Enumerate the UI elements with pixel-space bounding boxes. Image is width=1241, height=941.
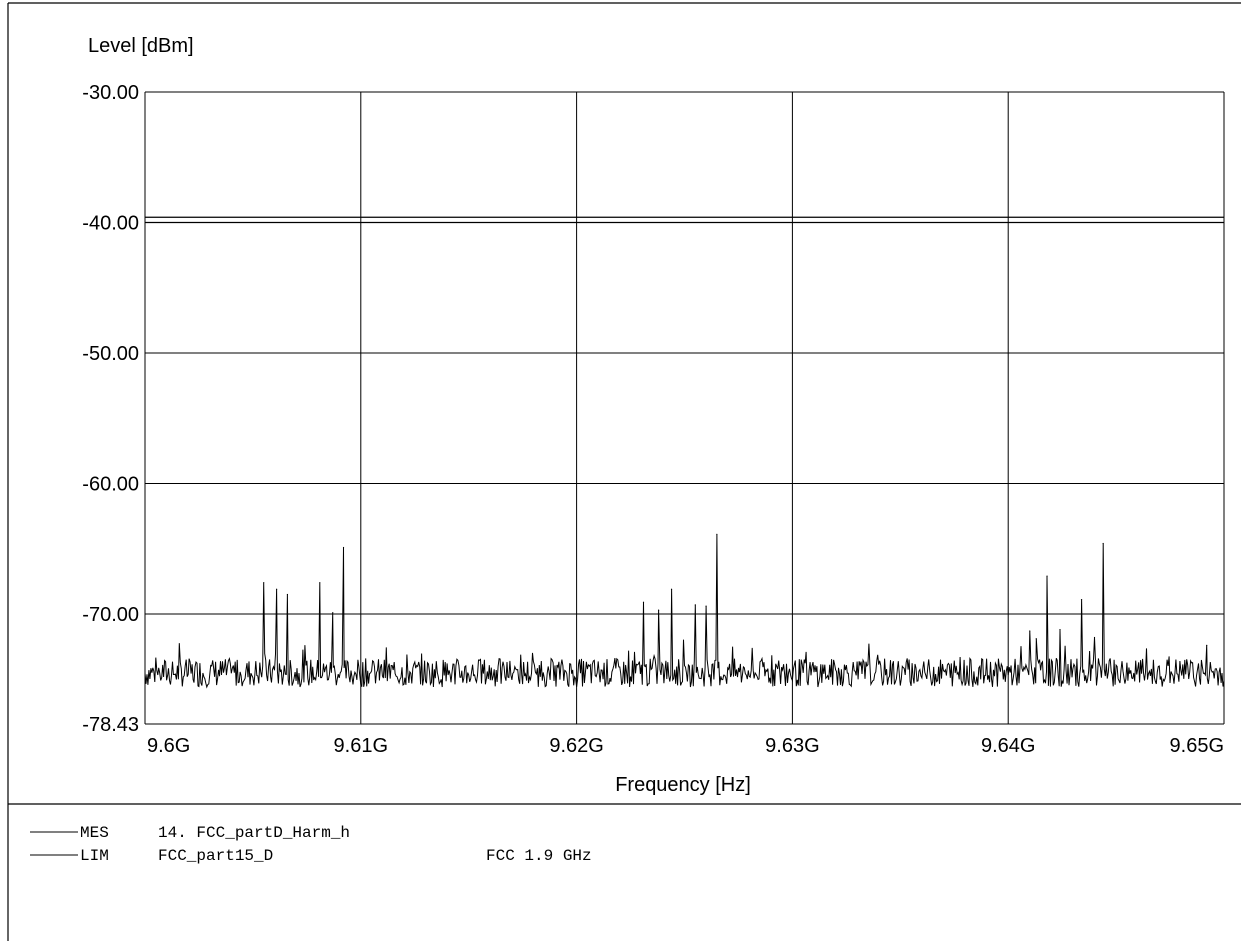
legend-entry-mes: MES 14. FCC_partD_Harm_h: [30, 824, 350, 842]
legend: MES 14. FCC_partD_Harm_h LIM FCC_part15_…: [30, 824, 592, 865]
x-tick-labels: 9.6G 9.61G 9.62G 9.63G 9.64G 9.65G: [147, 735, 1224, 757]
peak-point: [319, 582, 321, 584]
peak-point: [658, 609, 660, 611]
peak-point: [705, 605, 707, 607]
y-tick-labels: -30.00 -40.00 -50.00 -60.00 -70.00 -78.43: [82, 82, 139, 736]
legend-entry-lim: LIM FCC_part15_D FCC 1.9 GHz: [30, 847, 592, 865]
y-tick-label: -78.43: [82, 714, 139, 736]
peak-point: [276, 588, 278, 590]
peak-point: [716, 533, 718, 535]
peak-point: [670, 588, 673, 590]
peak-point: [1029, 630, 1031, 632]
peak-point: [1206, 644, 1208, 646]
legend-name-mes: 14. FCC_partD_Harm_h: [158, 824, 350, 842]
peak-point: [694, 604, 696, 606]
peak-point: [642, 601, 645, 603]
x-axis-label: Frequency [Hz]: [615, 774, 751, 796]
grid-lines: [144, 91, 1225, 725]
legend-tag-lim: LIM: [80, 847, 109, 865]
peak-point: [1059, 629, 1061, 631]
peak-point: [1080, 599, 1083, 601]
x-tick-label: 9.64G: [981, 735, 1035, 757]
y-tick-label: -60.00: [82, 473, 139, 495]
peak-point: [286, 593, 289, 596]
measurement-trace: [144, 534, 1225, 689]
peak-point: [1035, 638, 1037, 640]
legend-name-lim: FCC_part15_D: [158, 847, 273, 865]
x-tick-label: 9.6G: [147, 735, 190, 757]
y-tick-label: -70.00: [82, 604, 139, 626]
peak-point: [1093, 636, 1096, 639]
y-axis-label: Level [dBm]: [88, 35, 194, 57]
x-tick-label: 9.62G: [549, 735, 603, 757]
y-tick-label: -40.00: [82, 212, 139, 234]
legend-tag-mes: MES: [80, 824, 109, 842]
x-tick-label: 9.65G: [1170, 735, 1224, 757]
peak-point: [1102, 542, 1104, 545]
y-tick-label: -50.00: [82, 343, 139, 365]
x-tick-label: 9.61G: [334, 735, 388, 757]
peak-point: [342, 546, 345, 549]
peak-point: [332, 612, 334, 614]
peak-point: [263, 582, 265, 584]
x-tick-label: 9.63G: [765, 735, 819, 757]
peak-point: [1046, 575, 1048, 577]
plot-area: [144, 216, 1225, 689]
y-tick-label: -30.00: [82, 82, 139, 104]
legend-note-lim: FCC 1.9 GHz: [486, 847, 592, 865]
